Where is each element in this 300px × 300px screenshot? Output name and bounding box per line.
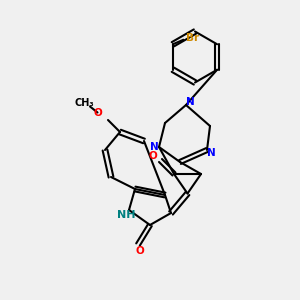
Text: O: O (93, 107, 102, 118)
Text: CH₃: CH₃ (74, 98, 94, 109)
Text: N: N (150, 142, 159, 152)
Text: NH: NH (117, 209, 135, 220)
Text: N: N (207, 148, 216, 158)
Text: Br: Br (186, 33, 199, 43)
Text: O: O (135, 245, 144, 256)
Text: O: O (148, 151, 158, 161)
Text: N: N (186, 97, 195, 107)
